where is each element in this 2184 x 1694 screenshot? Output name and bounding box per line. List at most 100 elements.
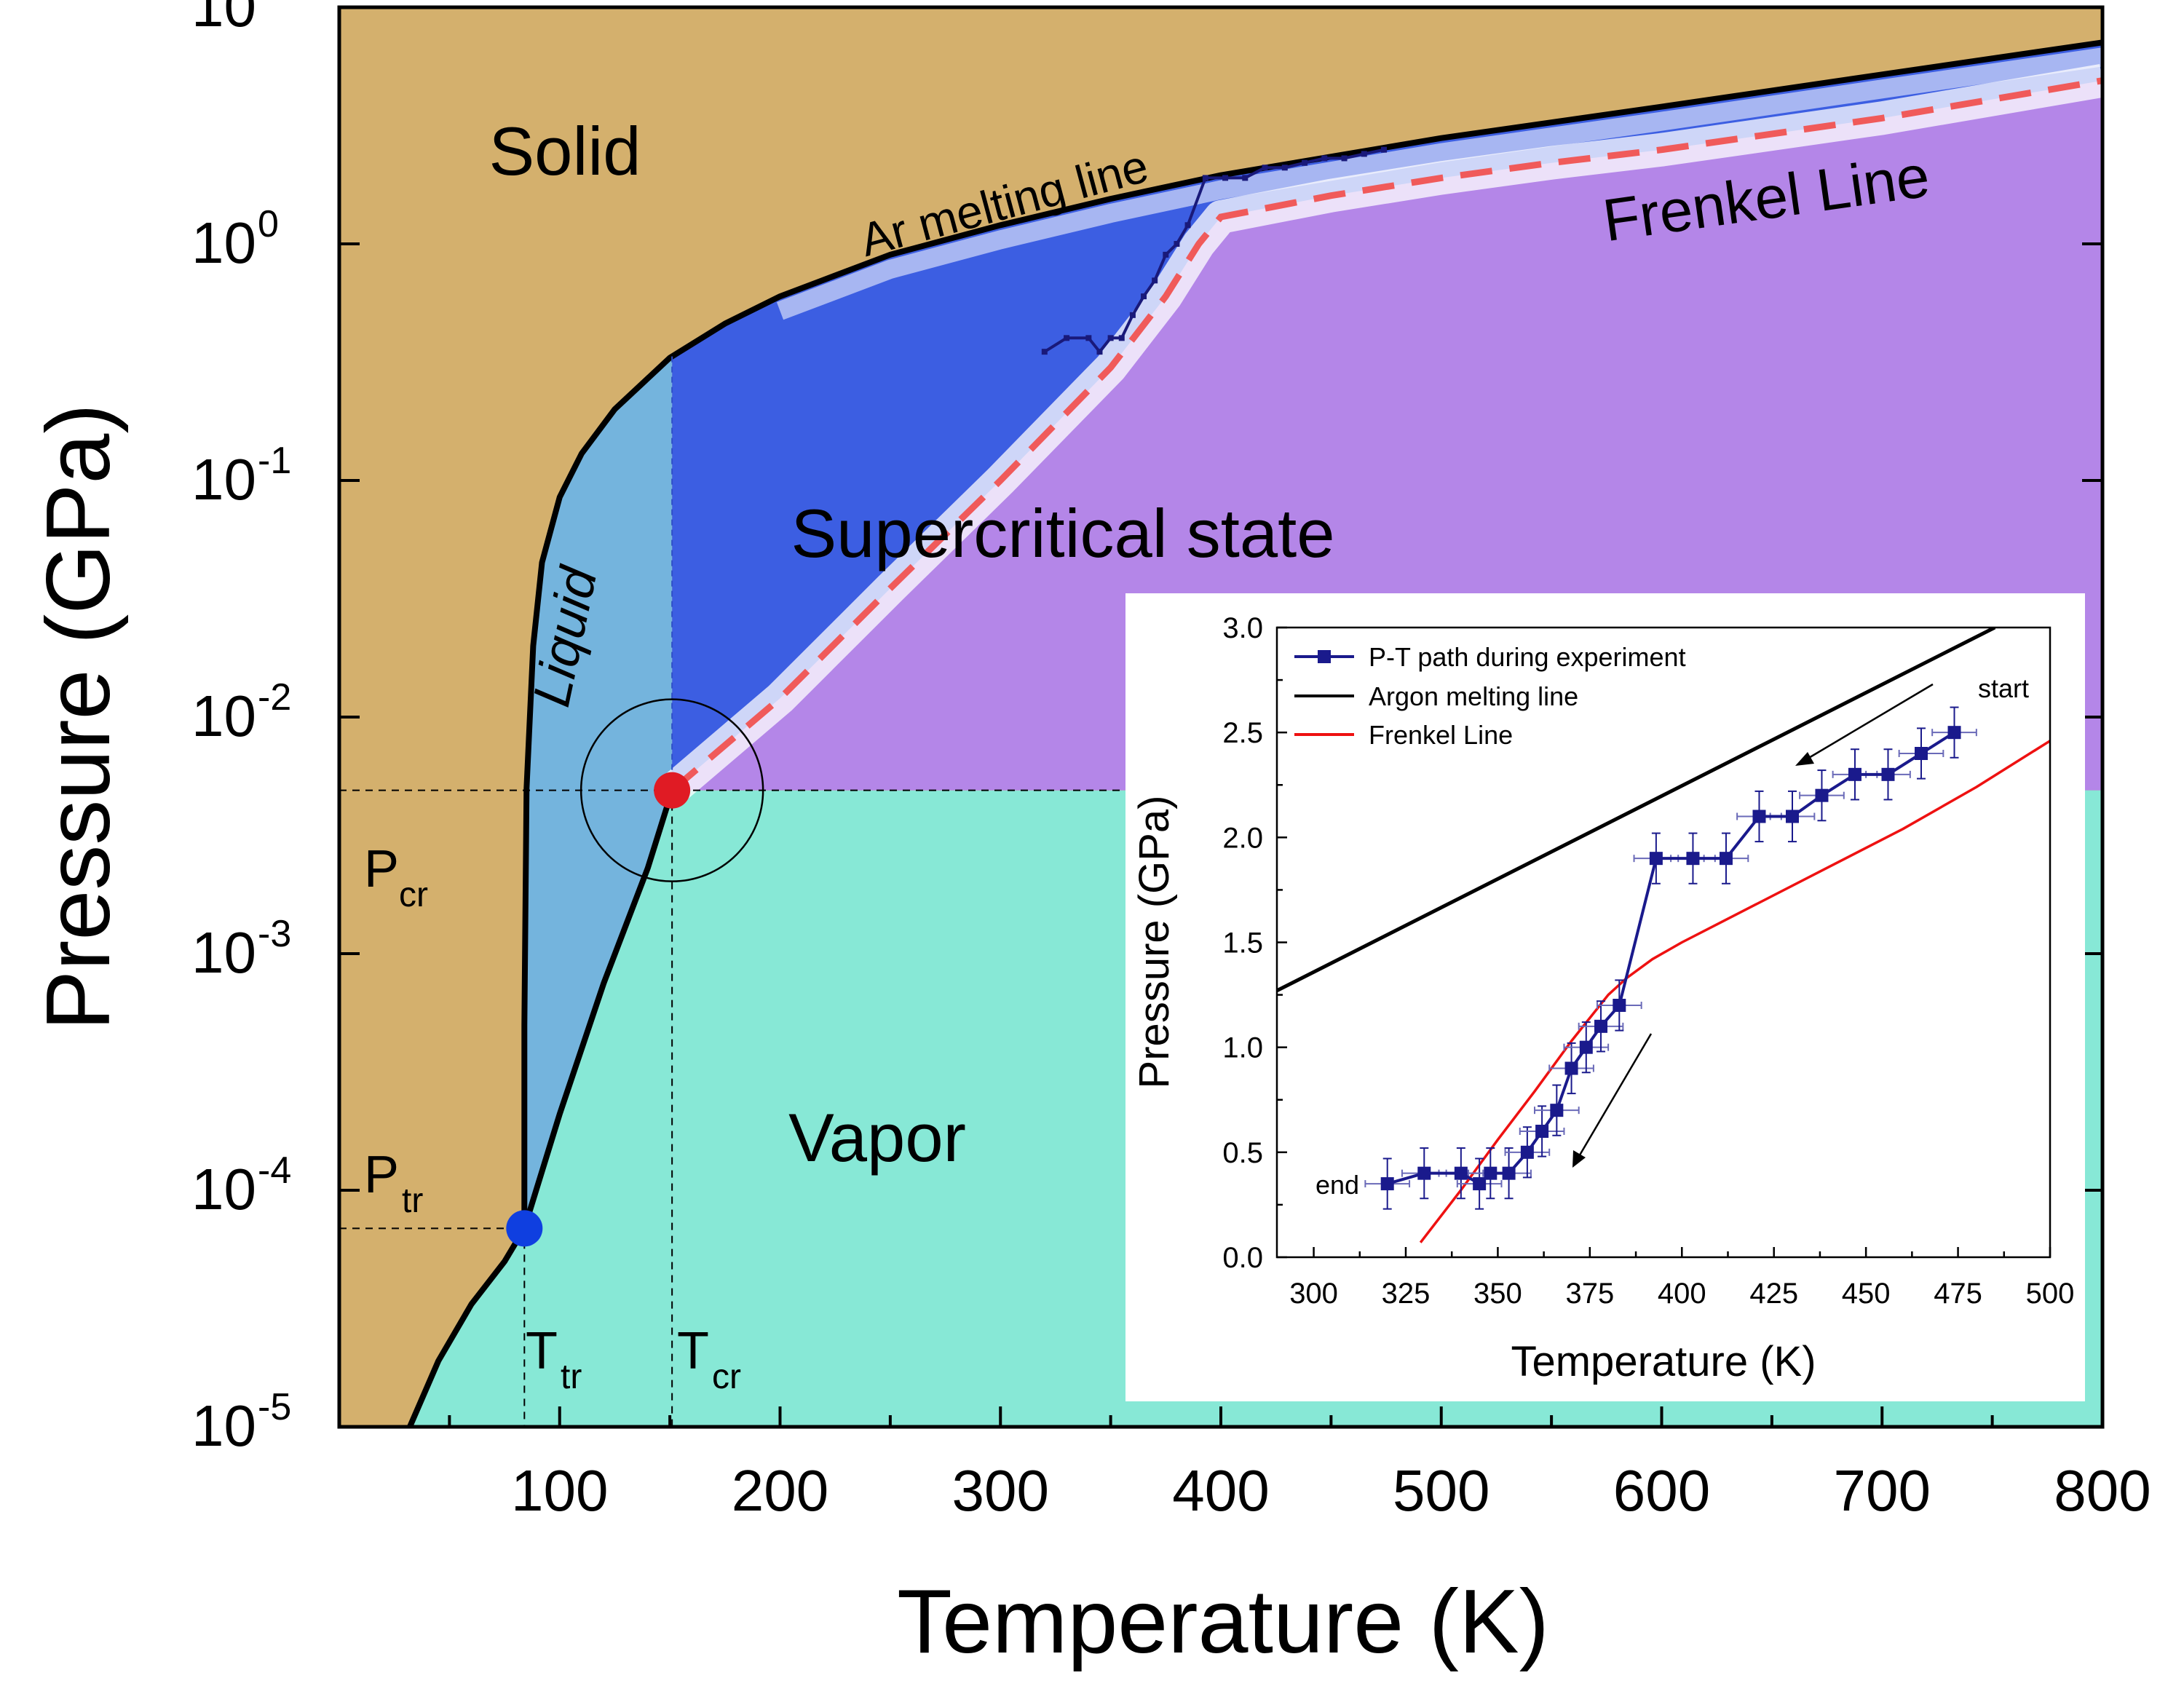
critical-point-zoom-circle [579, 698, 764, 882]
direction-arrow-lower [1572, 1033, 1653, 1168]
inset-path-point [1417, 1166, 1431, 1180]
frenkel-line [670, 77, 2102, 793]
legend-item-frenkel: Frenkel Line [1294, 720, 1513, 750]
inset-path-point [1520, 1145, 1534, 1159]
inset-x-tick-label: 425 [1749, 1278, 1798, 1310]
inset-y-tick-label: 2.0 [1222, 822, 1263, 854]
end-annotation: end [1315, 1170, 1359, 1200]
inset-y-tick-label: 2.5 [1222, 717, 1263, 749]
tcr-main: T [677, 1322, 709, 1380]
inset-x-tick-label: 325 [1382, 1278, 1431, 1310]
inset-path-point [1550, 1104, 1564, 1117]
inset-x-tick-label: 300 [1289, 1278, 1338, 1310]
inset-series [1277, 628, 2050, 1243]
main-y-axis-title: Pressure (GPa) [28, 403, 129, 1030]
inset-x-tick-label: 375 [1565, 1278, 1614, 1310]
main-y-tick-label: 10 [191, 447, 256, 512]
inset-legend: P-T path during experiment Argon melting… [1294, 642, 1686, 750]
main-path-marker [1262, 165, 1268, 171]
main-y-tick-label: 10 [191, 920, 256, 985]
main-x-tick-label: 800 [2054, 1458, 2151, 1523]
main-x-axis: 100 200 300 400 500 600 700 800 [448, 1406, 2151, 1523]
main-path-marker [1041, 349, 1048, 355]
inset-path-point [1719, 852, 1733, 866]
main-path-marker [1096, 349, 1103, 355]
inset-y-tick-label: 0.0 [1222, 1242, 1263, 1274]
main-path-marker [1361, 151, 1367, 157]
pcr-sub: cr [399, 876, 428, 914]
pt-path-line [1043, 148, 1385, 355]
vaporization-line [521, 789, 676, 1230]
liquid-region [524, 356, 673, 1229]
inset-x-tick-label: 450 [1842, 1278, 1891, 1310]
inset-x-tick-label: 475 [1934, 1278, 1982, 1310]
main-y-tick-exponent: -3 [258, 913, 291, 955]
inset-x-tick-label: 400 [1658, 1278, 1706, 1310]
ptr-sub: tr [402, 1182, 423, 1220]
main-y-tick-exponent: 1 [258, 0, 279, 9]
main-path-marker [1222, 175, 1229, 181]
triple-point-marker [506, 1210, 543, 1247]
inset-path-point [1613, 999, 1626, 1012]
triple-pressure-label: P tr [364, 1146, 423, 1220]
main-path-marker [1085, 335, 1092, 341]
supercritical-label: Supercritical state [791, 495, 1334, 571]
main-x-tick-label: 400 [1172, 1458, 1269, 1523]
pcr-main: P [364, 840, 399, 898]
start-annotation: start [1978, 673, 2029, 703]
main-path-marker [1242, 175, 1249, 181]
legend-label-melting: Argon melting line [1369, 681, 1578, 711]
main-x-tick-label: 200 [732, 1458, 828, 1523]
main-path-marker [1202, 175, 1208, 181]
main-y-tick-label: 10 [191, 684, 256, 748]
inset-x-axis: 300 325 350 375 400 425 450 475 500 [1289, 1247, 2074, 1310]
direction-arrow-upper [1795, 683, 1934, 766]
main-y-tick-label: 10 [191, 0, 256, 39]
tcr-sub: cr [712, 1358, 741, 1396]
main-path-marker [1141, 293, 1147, 300]
inset-path-point [1786, 810, 1799, 823]
main-x-tick-label: 700 [1834, 1458, 1931, 1523]
inset-path-point [1649, 852, 1663, 866]
main-path-marker [1302, 159, 1308, 166]
main-path-marker [1118, 335, 1125, 341]
main-y-tick-exponent: -2 [258, 676, 291, 719]
inset-path-point [1579, 1040, 1593, 1054]
inset-y-axis-title: Pressure (GPa) [1131, 796, 1178, 1089]
inset-y-axis: 0.0 0.5 1.0 1.5 2.0 2.5 3.0 [1222, 612, 1287, 1274]
critical-pressure-label: P cr [364, 840, 428, 914]
main-y-tick-label: 10 [191, 210, 256, 275]
inset-path-point [1915, 747, 1928, 760]
legend-item-path: P-T path during experiment [1294, 642, 1686, 672]
ttr-sub: tr [561, 1358, 582, 1396]
legend-item-melting: Argon melting line [1294, 681, 1578, 711]
main-x-tick-label: 100 [511, 1458, 608, 1523]
inset-plot-area [1277, 628, 2050, 1243]
main-y-tick-exponent: 0 [258, 203, 279, 245]
main-x-tick-label: 300 [952, 1458, 1049, 1523]
inset-path-point [1473, 1177, 1487, 1191]
main-path-marker [1321, 155, 1328, 162]
main-y-tick-exponent: -4 [258, 1149, 291, 1192]
inset-path-point [1881, 767, 1895, 781]
main-x-tick-label: 500 [1393, 1458, 1489, 1523]
inset-path-point [1484, 1166, 1497, 1180]
solid-label: Solid [488, 113, 641, 189]
inset-y-tick-label: 3.0 [1222, 612, 1263, 644]
inset-chart: 300 325 350 375 400 425 450 475 500 0.0 0.5 1.0 1.5… [1125, 593, 2085, 1401]
legend-label-frenkel: Frenkel Line [1369, 720, 1513, 750]
main-y-tick-exponent: -5 [258, 1386, 291, 1428]
inset-path-point [1564, 1061, 1578, 1075]
inset-path-point [1454, 1166, 1468, 1180]
main-y-axis: 10-510-410-310-210-1100101 [191, 0, 2102, 1458]
main-path-marker [1152, 277, 1158, 284]
main-x-tick-label: 600 [1613, 1458, 1710, 1523]
vapor-label: Vapor [788, 1099, 966, 1176]
inset-path-point [1535, 1125, 1549, 1138]
inset-x-tick-label: 350 [1473, 1278, 1522, 1310]
main-path-marker [1381, 146, 1388, 153]
legend-label-path: P-T path during experiment [1369, 642, 1686, 672]
main-path-marker [1163, 251, 1169, 258]
